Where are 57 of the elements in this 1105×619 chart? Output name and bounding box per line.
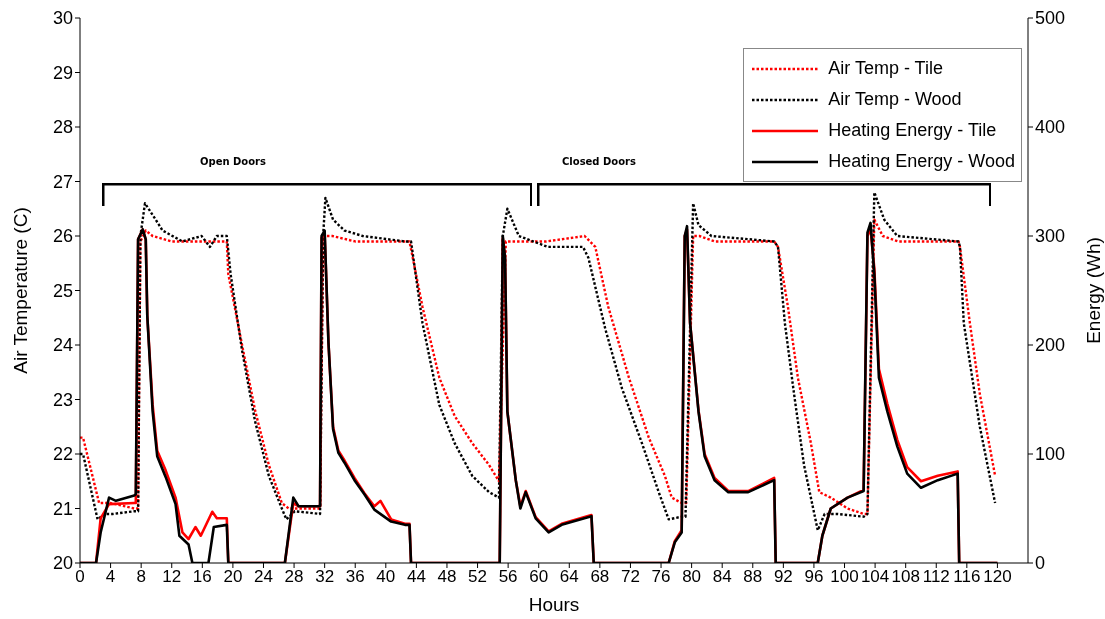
y-tick-label: 22 [52, 444, 73, 465]
y2-tick-label: 400 [1035, 117, 1066, 138]
annotation: Closed Doors [562, 156, 636, 167]
y-tick-label: 21 [52, 498, 73, 519]
y-axis-title: Air Temperature (C) [9, 207, 31, 374]
x-tick-label: 8 [136, 567, 146, 587]
legend-label: Air Temp - Tile [828, 58, 943, 79]
y-tick-label: 20 [52, 553, 73, 574]
x-tick-label: 92 [773, 567, 793, 587]
x-tick-label: 48 [437, 567, 457, 587]
x-tick-label: 56 [498, 567, 518, 587]
y-tick-label: 29 [52, 62, 73, 83]
x-tick-label: 0 [75, 567, 85, 587]
y-tick-label: 27 [52, 171, 73, 192]
x-tick-label: 76 [651, 567, 671, 587]
x-tick-label: 16 [192, 567, 212, 587]
x-tick-label: 68 [590, 567, 610, 587]
x-tick-label: 88 [743, 567, 763, 587]
y2-tick-label: 500 [1035, 8, 1066, 29]
y-tick-label: 28 [52, 117, 73, 138]
x-tick-label: 112 [922, 567, 950, 587]
y2-tick-label: 300 [1035, 226, 1066, 247]
x-tick-label: 4 [105, 567, 116, 587]
legend-label: Heating Energy - Tile [828, 120, 997, 141]
x-tick-label: 12 [162, 567, 182, 587]
x-tick-label: 64 [559, 567, 579, 587]
x-tick-label: 80 [682, 567, 702, 587]
x-tick-label: 72 [620, 567, 640, 587]
y2-tick-label: 200 [1035, 335, 1066, 356]
x-axis-title: Hours [528, 594, 580, 615]
y2-axis-title: Energy (Wh) [1082, 237, 1104, 344]
x-tick-label: 60 [529, 567, 549, 587]
annotation: Open Doors [200, 156, 266, 167]
x-tick-label: 32 [315, 567, 335, 587]
x-tick-label: 24 [254, 567, 273, 587]
legend-label: Heating Energy - Wood [828, 151, 1015, 172]
x-tick-label: 116 [953, 567, 981, 587]
y-tick-label: 25 [52, 280, 73, 301]
y2-tick-label: 0 [1035, 553, 1046, 574]
x-tick-label: 96 [804, 567, 824, 587]
x-tick-label: 40 [376, 567, 396, 587]
legend-label: Air Temp - Wood [828, 89, 962, 110]
y2-tick-label: 100 [1035, 444, 1066, 465]
x-tick-label: 104 [860, 567, 890, 587]
y-tick-label: 26 [52, 226, 73, 247]
x-tick-label: 120 [983, 567, 1012, 587]
y-tick-label: 24 [52, 335, 73, 356]
x-tick-label: 36 [345, 567, 365, 587]
x-tick-label: 84 [712, 567, 732, 587]
x-tick-label: 28 [284, 567, 304, 587]
x-tick-label: 52 [468, 567, 488, 587]
x-tick-label: 108 [891, 567, 920, 587]
x-tick-label: 44 [406, 567, 426, 587]
y-tick-label: 30 [52, 8, 73, 29]
x-tick-label: 20 [223, 567, 243, 587]
x-tick-label: 100 [830, 567, 859, 587]
y-tick-label: 23 [52, 389, 73, 410]
